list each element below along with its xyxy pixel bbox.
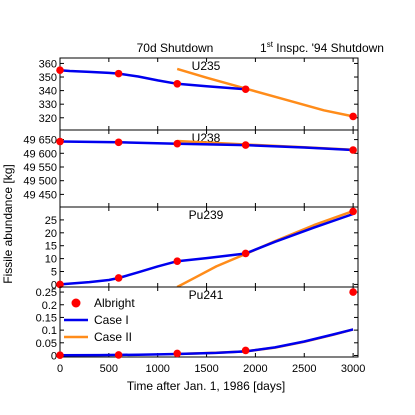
data-point-albright	[241, 346, 250, 355]
panel-pu241: 00.050.10.150.20.25 Pu241	[36, 286, 359, 362]
legend-label: Albright	[94, 296, 135, 310]
data-point-albright	[241, 141, 250, 149]
y-tick-label: 0.25	[36, 287, 57, 299]
data-point-albright	[56, 137, 64, 146]
x-axis-label: Time after Jan. 1, 1986 [days]	[127, 379, 285, 393]
y-tick-label: 20	[45, 228, 57, 240]
x-tick-label: 2000	[243, 363, 267, 375]
y-tick-label: 49 500	[23, 176, 57, 188]
data-point-albright	[114, 351, 123, 359]
y-tick-label: 49 450	[23, 189, 57, 201]
series-line-case-i	[60, 212, 354, 286]
data-point-albright	[241, 249, 250, 258]
y-tick-label: 25	[45, 215, 57, 227]
header-right-prefix: 1	[260, 41, 267, 55]
data-point-albright	[349, 288, 357, 296]
panel-title: Pu241	[189, 288, 224, 302]
data-point-albright	[114, 138, 123, 147]
data-point-albright	[173, 139, 182, 148]
y-tick-label: 0.1	[42, 325, 57, 337]
y-tick-label: 0	[51, 350, 57, 362]
header-right: 1st Inspc. '94 Shutdown	[260, 40, 384, 55]
data-point-albright	[349, 207, 357, 216]
y-tick-label: 0.05	[36, 338, 57, 350]
legend-item-case-i: Case I	[64, 313, 129, 327]
x-tick-label: 0	[57, 363, 63, 375]
y-tick-label: 10	[45, 254, 57, 266]
header-right-sup: st	[267, 40, 274, 49]
series-line-case-ii	[177, 328, 354, 356]
legend-item-case-ii: Case II	[64, 330, 132, 344]
data-point-albright	[173, 257, 182, 265]
series-line-case-i	[60, 140, 354, 152]
y-tick-label: 0.2	[42, 300, 57, 312]
legend-label: Case I	[94, 313, 129, 327]
y-tick-label: 350	[39, 72, 57, 84]
data-point-albright	[56, 280, 64, 289]
x-tick-label: 2500	[292, 363, 316, 375]
data-point-albright	[241, 85, 250, 94]
data-point-albright	[114, 69, 123, 78]
legend-label: Case II	[94, 330, 132, 344]
header-right-suffix: Inspc. '94 Shutdown	[273, 41, 384, 55]
y-tick-label: 15	[45, 241, 57, 253]
y-tick-label: 49 550	[23, 162, 57, 174]
x-tick-label: 1000	[145, 363, 169, 375]
y-tick-label: 340	[39, 86, 57, 98]
panel-title: Pu239	[189, 208, 224, 222]
x-tick-label: 1500	[194, 363, 218, 375]
y-tick-label: 320	[39, 113, 57, 125]
legend-item-albright: Albright	[71, 296, 135, 310]
legend: Albright Case I Case II	[64, 296, 135, 344]
y-tick-label: 0.15	[36, 312, 57, 324]
y-tick-label: 5	[51, 267, 57, 279]
data-point-albright	[56, 351, 64, 360]
y-tick-label: 49 650	[23, 135, 57, 147]
panel-frame	[59, 286, 359, 358]
legend-marker-dot	[71, 298, 81, 308]
data-point-albright	[114, 274, 123, 282]
x-tick-label: 3000	[341, 363, 365, 375]
y-tick-label: 49 600	[23, 148, 57, 160]
header-left: 70d Shutdown	[137, 41, 214, 55]
data-point-albright	[173, 80, 182, 88]
data-point-albright	[173, 349, 182, 358]
data-point-albright	[56, 66, 64, 75]
y-axis-label: Fissile abundance [kg]	[1, 164, 15, 283]
series-line-case-ii	[176, 67, 354, 118]
panel-title: U235	[192, 59, 221, 73]
x-tick-label: 500	[100, 363, 118, 375]
data-point-albright	[349, 146, 357, 154]
y-tick-label: 330	[39, 99, 57, 111]
y-tick-label: 0	[51, 279, 57, 291]
series-line-case-i	[60, 68, 246, 91]
data-point-albright	[349, 112, 357, 121]
y-tick-label: 360	[39, 58, 57, 70]
